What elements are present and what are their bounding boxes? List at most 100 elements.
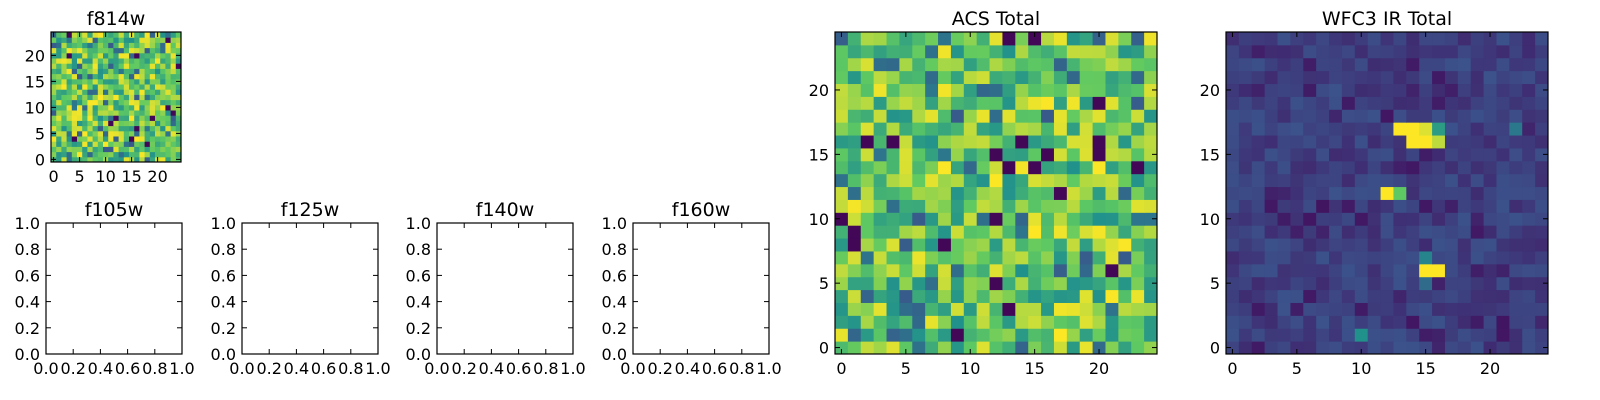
panel-6-cell <box>1406 276 1420 291</box>
panel-6-cell <box>1380 122 1394 136</box>
panel-5-cell <box>1028 96 1042 110</box>
panel-6-cell <box>1277 238 1291 252</box>
panel-0-cell <box>108 47 114 54</box>
panel-5-cell <box>1131 44 1145 59</box>
panel-5-cell <box>938 173 952 188</box>
panel-6-cell <box>1380 57 1394 72</box>
panel-0-cell <box>82 42 88 49</box>
panel-6-cell <box>1496 225 1510 239</box>
panel-5-ytick-label: 0 <box>819 339 829 358</box>
panel-5-cell <box>899 199 913 213</box>
panel-5-cell <box>1131 83 1145 97</box>
panel-6-cell <box>1470 302 1485 316</box>
panel-5-cell <box>1041 199 1055 213</box>
panel-3-xtick-label: 0.0 <box>424 359 449 378</box>
panel-0-cell <box>66 99 73 106</box>
panel-0-cell <box>71 136 78 142</box>
panel-0-cell <box>71 141 78 147</box>
panel-0-cell <box>56 47 62 54</box>
panel-6-cell <box>1380 96 1394 110</box>
panel-6-cell <box>1290 199 1304 213</box>
panel-0-cell <box>149 37 156 43</box>
panel-6-cell <box>1393 173 1407 188</box>
panel-6-cell <box>1380 328 1394 342</box>
panel-6-cell <box>1290 328 1304 342</box>
panel-6-cell <box>1226 225 1240 239</box>
panel-5-cell <box>1053 96 1068 110</box>
panel-6-cell <box>1354 250 1369 265</box>
panel-0-cell <box>66 89 73 95</box>
panel-6-cell <box>1251 147 1266 162</box>
panel-0-cell <box>61 58 68 64</box>
panel-6-cell <box>1277 302 1291 316</box>
panel-5-cell <box>860 276 875 291</box>
panel-6-cell <box>1470 160 1485 175</box>
panel-0-cell <box>139 125 146 132</box>
panel-5-cell <box>1066 341 1081 355</box>
panel-6-cell <box>1251 44 1266 59</box>
panel-5-cell <box>1092 147 1106 162</box>
panel-5-cell <box>1066 173 1081 188</box>
panel-0-cell <box>160 104 166 111</box>
panel-6-cell <box>1535 135 1549 149</box>
panel-5-cell <box>1131 263 1145 278</box>
panel-6-cell <box>1264 238 1279 252</box>
panel-0-cell <box>51 42 57 49</box>
panel-5-xtick-label: 5 <box>901 359 911 378</box>
panel-0-cell <box>51 37 57 43</box>
panel-0-cell <box>82 99 88 106</box>
panel-0-cell <box>108 63 114 69</box>
panel-5-cell <box>1053 276 1068 291</box>
panel-5-cell <box>835 109 849 123</box>
panel-5-cell <box>860 135 875 149</box>
panel-0-cell <box>165 78 172 85</box>
panel-0-cell <box>82 52 88 59</box>
panel-6-cell <box>1341 57 1356 72</box>
panel-5-cell <box>1144 160 1158 175</box>
panel-6-cell <box>1251 302 1266 316</box>
panel-6-cell <box>1432 32 1446 46</box>
panel-6-cell <box>1290 238 1304 252</box>
panel-0-cell <box>97 99 104 106</box>
panel-0-cell <box>149 136 156 142</box>
panel-6-cell <box>1303 212 1317 226</box>
panel-0-cell <box>71 89 78 95</box>
panel-0-cell <box>139 136 146 142</box>
panel-5-cell <box>950 173 965 188</box>
panel-0-cell <box>71 78 78 85</box>
panel-5-cell <box>1092 328 1106 342</box>
panel-3-xtick-label: 0.4 <box>479 359 504 378</box>
panel-0-cell <box>139 120 146 127</box>
panel-5-cell <box>1015 263 1029 278</box>
panel-6-cell <box>1496 147 1510 162</box>
panel-0-cell <box>77 120 83 127</box>
panel-6-cell <box>1432 341 1446 355</box>
panel-5-cell <box>1144 186 1158 200</box>
panel-1-xtick-label: 1.0 <box>169 359 194 378</box>
panel-6-cell <box>1290 263 1304 278</box>
panel-0-cell <box>103 52 109 59</box>
panel-6-cell <box>1354 32 1369 46</box>
panel-6-cell <box>1251 32 1266 46</box>
panel-0-cell <box>160 130 166 137</box>
panel-0-cell <box>77 78 83 85</box>
panel-5-cell <box>1105 341 1119 355</box>
panel-0-cell <box>170 115 177 121</box>
panel-5-cell <box>1028 83 1042 97</box>
panel-0-cell <box>87 104 94 111</box>
panel-6-cell <box>1354 70 1369 85</box>
panel-0-cell <box>134 104 140 111</box>
panel-6-cell <box>1444 147 1459 162</box>
panel-5-cell <box>1118 173 1132 188</box>
panel-5-cell <box>1002 70 1016 85</box>
panel-5-cell <box>847 109 862 123</box>
panel-6-cell <box>1367 57 1382 72</box>
panel-5-cell <box>1041 341 1055 355</box>
panel-6-cell <box>1238 315 1253 329</box>
panel-6-cell <box>1277 276 1291 291</box>
panel-6-cell <box>1419 96 1433 110</box>
panel-5-cell <box>847 276 862 291</box>
panel-6-cell <box>1290 250 1304 265</box>
panel-6-cell <box>1329 147 1343 162</box>
panel-5-cell <box>847 328 862 342</box>
